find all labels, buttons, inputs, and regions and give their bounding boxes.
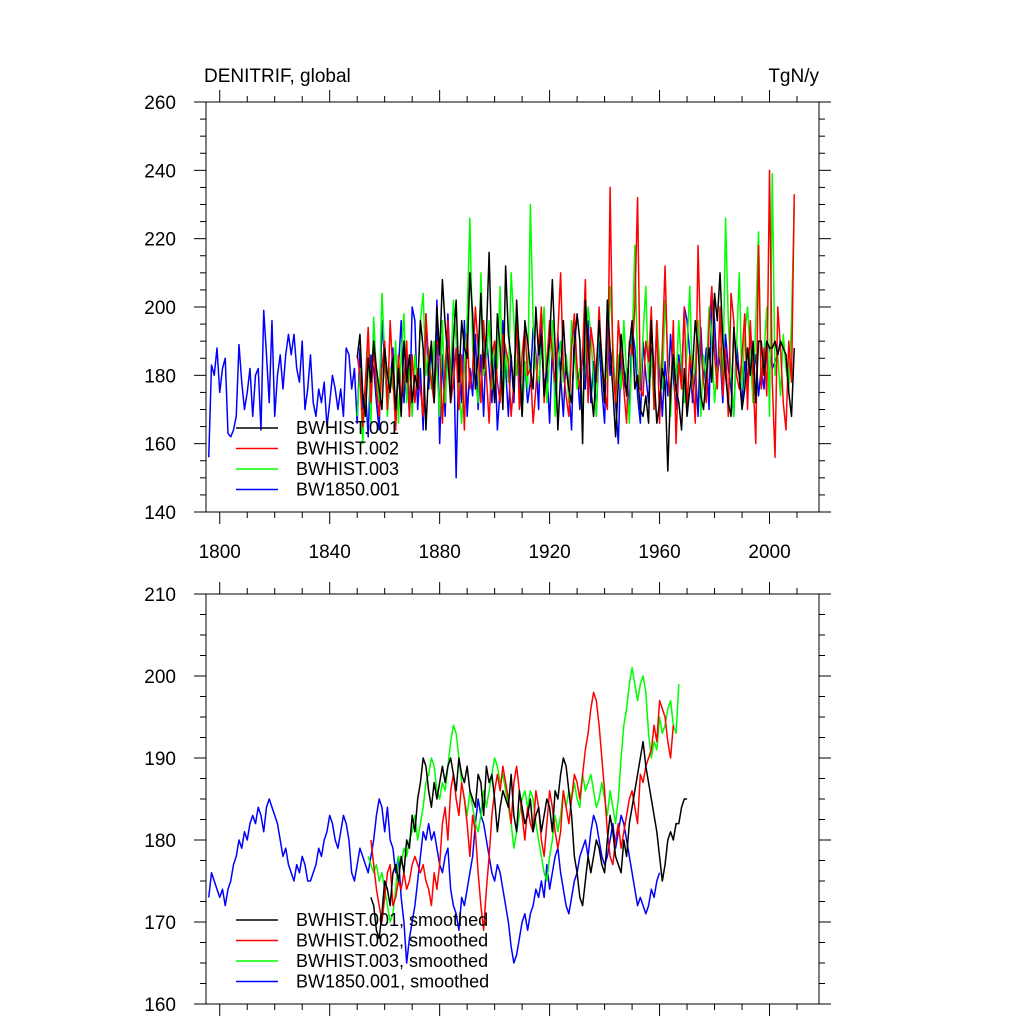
y-tick-label: 210 bbox=[144, 585, 176, 606]
x-tick-label: 1800 bbox=[199, 542, 241, 563]
x-tick-label: 1920 bbox=[528, 542, 570, 563]
y-tick-label: 190 bbox=[144, 749, 176, 770]
chart-title: DENITRIF, global bbox=[204, 66, 351, 87]
series-line-3 bbox=[208, 798, 661, 964]
units-label: TgN/y bbox=[768, 66, 819, 87]
y-tick-label: 180 bbox=[144, 831, 176, 852]
y-tick-label: 260 bbox=[144, 93, 176, 114]
series-line-1 bbox=[356, 169, 796, 459]
legend-label: BWHIST.003 bbox=[296, 459, 399, 479]
legend-label: BW1850.001 bbox=[296, 480, 400, 500]
y-tick-label: 200 bbox=[144, 298, 176, 319]
y-tick-label: 160 bbox=[144, 995, 176, 1016]
y-tick-label: 160 bbox=[144, 435, 176, 456]
x-tick-label: 1840 bbox=[309, 542, 351, 563]
y-tick-label: 180 bbox=[144, 366, 176, 387]
series-line-0 bbox=[370, 740, 688, 940]
series-line-0 bbox=[356, 251, 796, 472]
legend-label: BWHIST.003, smoothed bbox=[296, 951, 488, 971]
x-tick-label: 1880 bbox=[419, 542, 461, 563]
legend-label: BWHIST.002, smoothed bbox=[296, 931, 488, 951]
y-tick-label: 220 bbox=[144, 230, 176, 251]
legend-label: BWHIST.001, smoothed bbox=[296, 910, 488, 930]
series-line-1 bbox=[370, 691, 675, 931]
panel-raw-denitrif: DENITRIF, global TgN/y 140 160 180 200 220 240 2… bbox=[144, 66, 831, 563]
legend-label: BW1850.001, smoothed bbox=[296, 972, 489, 992]
y-tick-label: 140 bbox=[144, 503, 176, 524]
y-tick-label: 170 bbox=[144, 913, 176, 934]
series-line-2 bbox=[367, 667, 680, 923]
x-tick-label: 2000 bbox=[748, 542, 790, 563]
x-tick-label: 1960 bbox=[638, 542, 680, 563]
y-tick-label: 240 bbox=[144, 161, 176, 182]
legend-label: BWHIST.002 bbox=[296, 439, 399, 459]
y-tick-label: 200 bbox=[144, 667, 176, 688]
legend-label: BWHIST.001 bbox=[296, 418, 399, 438]
